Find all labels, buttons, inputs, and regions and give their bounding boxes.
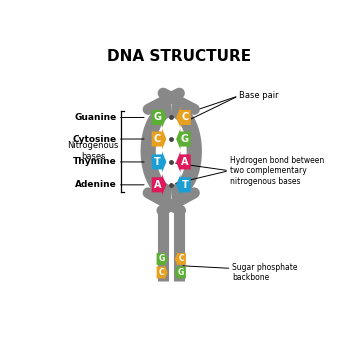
- Text: C: C: [154, 134, 161, 144]
- Text: G: G: [178, 268, 184, 277]
- FancyArrow shape: [176, 151, 191, 173]
- FancyArrow shape: [152, 128, 166, 149]
- Text: A: A: [181, 157, 189, 167]
- Text: Hydrogen bond between
two complementary
nitrogenous bases: Hydrogen bond between two complementary …: [230, 156, 324, 186]
- FancyArrow shape: [156, 251, 168, 267]
- FancyArrow shape: [176, 107, 191, 128]
- FancyArrow shape: [156, 265, 168, 280]
- FancyArrow shape: [176, 174, 191, 195]
- Text: G: G: [158, 254, 164, 264]
- Text: G: G: [154, 112, 162, 122]
- FancyArrow shape: [152, 151, 166, 173]
- Text: G: G: [181, 134, 189, 144]
- Text: Guanine: Guanine: [75, 113, 117, 122]
- Text: Base pair: Base pair: [239, 91, 279, 100]
- Text: C: C: [181, 112, 189, 122]
- Text: C: C: [178, 254, 184, 264]
- FancyArrow shape: [176, 128, 191, 149]
- Text: C: C: [158, 268, 164, 277]
- Text: Cytosine: Cytosine: [73, 134, 117, 144]
- Text: DNA STRUCTURE: DNA STRUCTURE: [107, 49, 251, 64]
- Text: Thymine: Thymine: [73, 158, 117, 167]
- Text: A: A: [154, 180, 161, 190]
- Text: T: T: [154, 157, 161, 167]
- FancyArrow shape: [175, 265, 186, 280]
- FancyArrow shape: [152, 174, 166, 195]
- Text: Adenine: Adenine: [75, 180, 117, 189]
- Text: Sugar phosphate
backbone: Sugar phosphate backbone: [232, 263, 298, 282]
- Text: T: T: [182, 180, 189, 190]
- FancyArrow shape: [175, 251, 186, 267]
- Text: Nitrogenous
bases: Nitrogenous bases: [68, 141, 119, 161]
- FancyArrow shape: [152, 107, 166, 128]
